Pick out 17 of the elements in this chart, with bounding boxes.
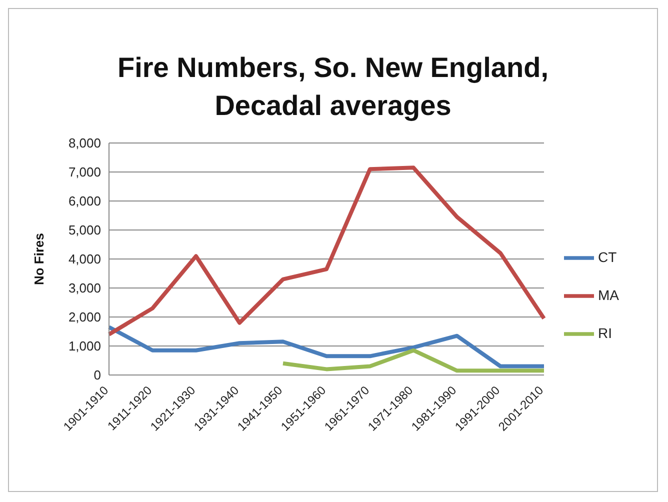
line-series: [107, 325, 546, 368]
line-series: [107, 166, 546, 336]
y-tick-label: 8,000: [68, 136, 101, 151]
y-tick-label: 1,000: [68, 338, 101, 354]
y-tick-label: 4,000: [68, 252, 101, 267]
line-series: [281, 348, 546, 373]
legend-label: MA: [598, 287, 619, 303]
legend-label: RI: [598, 325, 612, 341]
y-tick-label: 5,000: [68, 222, 101, 238]
chart-title: Fire Numbers, So. New England, Decadal averages: [116, 51, 550, 123]
y-tick-label: 0: [94, 368, 101, 383]
y-tick-label: 7,000: [68, 164, 101, 180]
y-tick-label: 2,000: [68, 310, 101, 325]
y-axis-title: No Fires: [32, 232, 47, 286]
y-tick-label: 6,000: [68, 194, 101, 209]
legend-label: CT: [598, 249, 617, 265]
y-tick-label: 3,000: [68, 280, 101, 296]
